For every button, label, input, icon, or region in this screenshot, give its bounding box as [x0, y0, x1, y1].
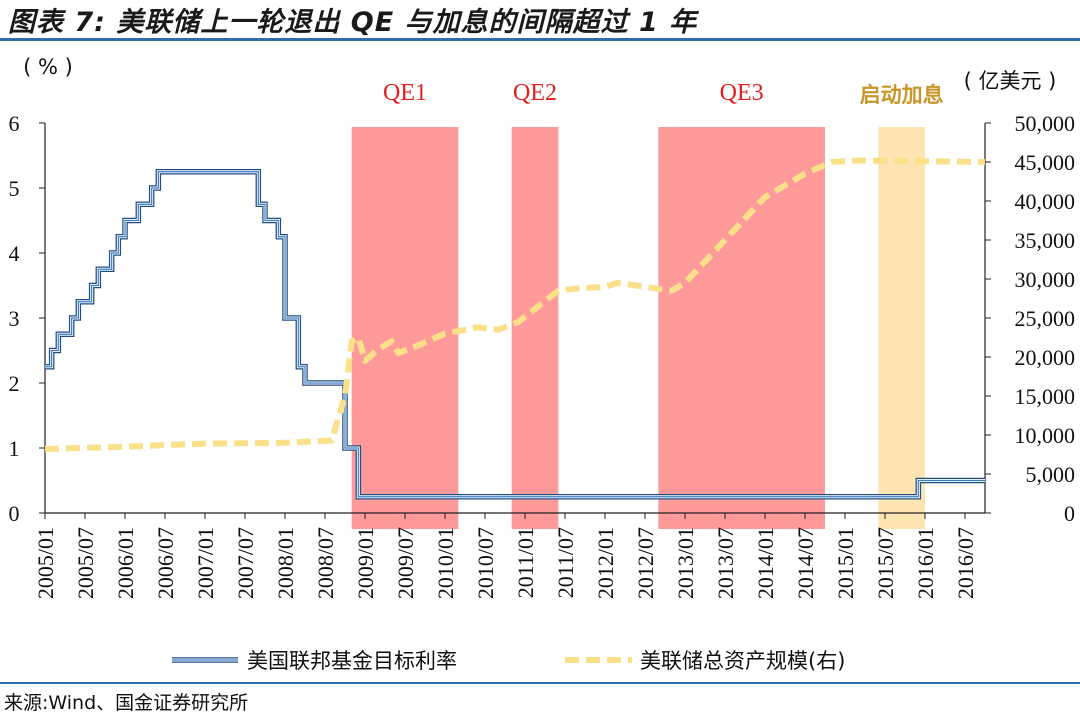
y-right-tick-label: 15,000 — [1015, 384, 1076, 409]
x-tick-label: 2013/07 — [713, 527, 738, 599]
x-tick-label: 2009/07 — [393, 527, 418, 599]
left-unit-label: ( % ) — [23, 55, 73, 79]
period-label: 启动加息 — [860, 83, 944, 107]
period-band-启动加息 — [878, 127, 925, 529]
y-left-tick-label: 2 — [9, 371, 20, 396]
legend: 美国联邦基金目标利率 美联储总资产规模(右) — [172, 649, 845, 673]
labels-group: QE1 QE2 QE3 启动加息 ( % ) ( 亿美元 ) — [23, 55, 1056, 107]
title-divider — [0, 38, 1080, 41]
y-left-tick-label: 4 — [9, 241, 20, 266]
y-right-tick-label: 25,000 — [1015, 306, 1076, 331]
x-tick-label: 2015/07 — [873, 527, 898, 599]
period-band-QE2 — [511, 127, 559, 529]
legend-label-fed-rate: 美国联邦基金目标利率 — [247, 649, 457, 673]
y-right-tick-label: 20,000 — [1015, 345, 1076, 370]
period-band-QE3 — [658, 127, 825, 529]
y-right-tick-label: 0 — [1064, 501, 1075, 526]
right-unit-label: ( 亿美元 ) — [964, 69, 1057, 93]
period-label: QE2 — [513, 80, 557, 106]
y-right-tick-label: 45,000 — [1015, 150, 1076, 175]
x-tick-label: 2012/01 — [593, 527, 618, 599]
source-note: 来源:Wind、国金证券研究所 — [4, 692, 249, 714]
x-tick-label: 2007/01 — [193, 527, 218, 599]
x-tick-label: 2014/07 — [793, 527, 818, 599]
x-tick-label: 2011/01 — [513, 527, 538, 598]
y-right-tick-label: 30,000 — [1015, 267, 1076, 292]
x-tick-label: 2006/07 — [153, 527, 178, 599]
series-line-fed-rate — [45, 171, 985, 498]
x-tick-label: 2010/07 — [473, 527, 498, 599]
y-left-tick-label: 1 — [9, 436, 20, 461]
x-tick-label: 2005/07 — [73, 527, 98, 599]
chart-area: 0 1 2 3 4 5 6 0 5,000 10,000 15,000 20,000 25,000 30,… — [9, 55, 1076, 673]
x-tick-label: 2015/01 — [833, 527, 858, 599]
period-shading-group — [351, 127, 925, 529]
x-tick-label: 2008/07 — [313, 527, 338, 599]
x-tick-label: 2009/01 — [353, 527, 378, 599]
axes-group: 0 1 2 3 4 5 6 0 5,000 10,000 15,000 20,000 25,000 30,… — [9, 111, 1076, 599]
period-label: QE3 — [720, 80, 764, 106]
source-divider — [0, 682, 1080, 684]
x-tick-label: 2014/01 — [753, 527, 778, 599]
y-left-tick-label: 5 — [9, 176, 20, 201]
y-right-tick-label: 40,000 — [1015, 189, 1076, 214]
y-left-tick-label: 0 — [9, 501, 20, 526]
period-label: QE1 — [383, 80, 427, 106]
x-tick-label: 2007/07 — [233, 527, 258, 599]
x-tick-label: 2010/01 — [433, 527, 458, 599]
x-tick-label: 2011/07 — [553, 527, 578, 598]
x-tick-label: 2006/01 — [113, 527, 138, 599]
series-line-balance-sheet — [44, 157, 986, 453]
x-tick-label: 2016/07 — [953, 527, 978, 599]
x-tick-label: 2008/01 — [273, 527, 298, 599]
y-right-tick-label: 50,000 — [1015, 111, 1076, 136]
x-tick-label: 2005/01 — [33, 527, 58, 599]
y-right-tick-label: 10,000 — [1015, 423, 1076, 448]
x-tick-label: 2013/01 — [673, 527, 698, 599]
legend-label-balance-sheet: 美联储总资产规模(右) — [640, 649, 845, 673]
y-left-tick-label: 3 — [9, 306, 20, 331]
figure-title: 图表 7: 美联储上一轮退出 QE 与加息的间隔超过 1 年 — [8, 7, 698, 38]
y-right-tick-label: 35,000 — [1015, 228, 1076, 253]
period-band-QE1 — [351, 127, 459, 529]
y-right-tick-label: 5,000 — [1026, 462, 1076, 487]
y-left-tick-label: 6 — [9, 111, 20, 136]
x-tick-label: 2012/07 — [633, 527, 658, 599]
x-tick-label: 2016/01 — [913, 527, 938, 599]
series-group — [44, 157, 986, 500]
